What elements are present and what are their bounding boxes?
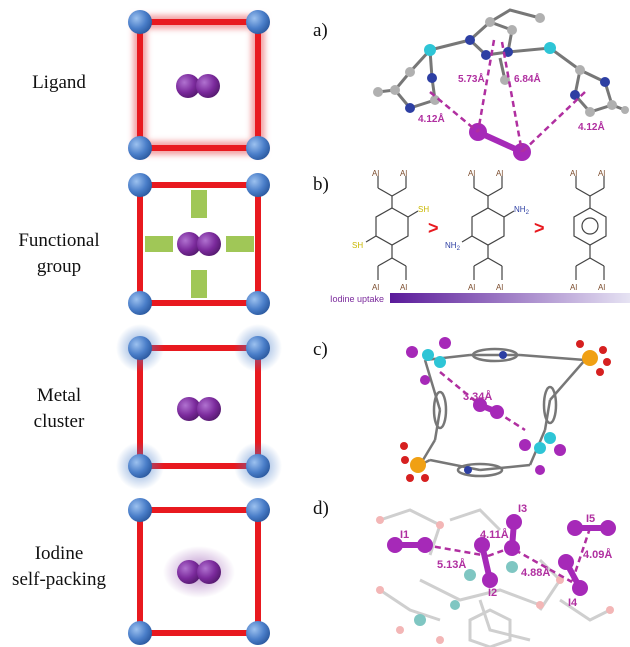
metal-node <box>128 336 152 360</box>
al-label: Al <box>570 169 577 178</box>
al-label: Al <box>372 169 379 178</box>
metal-node <box>246 136 270 160</box>
label-line: Ligand <box>32 72 86 93</box>
distance-label: 4.09Å <box>583 548 612 561</box>
sh-label: SH <box>418 205 429 214</box>
distance-label: 5.73Å <box>458 72 485 85</box>
nh2-label: NH2 <box>514 205 530 216</box>
greater-than-sign: > <box>428 218 439 238</box>
row-label-functional-group: Functional group <box>0 228 118 280</box>
iodine-label-i2: I2 <box>488 587 497 599</box>
metal-node <box>128 291 152 315</box>
iodine-label-i1: I1 <box>400 529 409 541</box>
distance-label: 4.11Å <box>480 528 509 541</box>
al-label: Al <box>468 169 475 178</box>
metal-node <box>128 621 152 645</box>
al-label: Al <box>400 283 407 292</box>
label-line: group <box>36 256 82 277</box>
iodine-atom <box>177 232 201 256</box>
al-label: Al <box>372 283 379 292</box>
iodine-atom <box>197 232 221 256</box>
metal-node <box>246 454 270 478</box>
distance-label: 4.12Å <box>578 120 605 133</box>
al-label: Al <box>496 169 503 178</box>
metal-node <box>128 454 152 478</box>
label-line: Functional <box>18 230 100 251</box>
metal-node <box>128 10 152 34</box>
distance-label: 5.13Å <box>437 558 466 571</box>
schematic-metal-cluster <box>116 324 282 490</box>
iodine-uptake-label: Iodine uptake <box>330 294 384 304</box>
row-label-iodine-self-packing: Iodine self-packing <box>0 541 118 593</box>
panel-letter-c: c) <box>313 339 328 360</box>
iodine-uptake-gradient-bar <box>390 293 630 303</box>
iodine-atom <box>177 560 201 584</box>
metal-node <box>246 10 270 34</box>
distance-label: 4.88Å <box>521 566 550 579</box>
metal-node <box>128 136 152 160</box>
panel-letter-a: a) <box>313 20 328 41</box>
iodine-label-i5: I5 <box>586 513 595 525</box>
metal-node <box>128 173 152 197</box>
iodine-label-i4: I4 <box>568 597 578 609</box>
al-label: Al <box>496 283 503 292</box>
iodine-label-i3: I3 <box>518 503 527 515</box>
row-label-metal-cluster: Metal cluster <box>0 383 118 435</box>
metal-node <box>128 498 152 522</box>
al-label: Al <box>468 283 475 292</box>
distance-label: 6.84Å <box>514 72 541 85</box>
metal-node <box>246 291 270 315</box>
greater-than-sign: > <box>534 218 545 238</box>
metal-node <box>246 173 270 197</box>
distance-label: 3.34Å <box>463 390 492 403</box>
al-label: Al <box>598 283 605 292</box>
metal-node <box>246 621 270 645</box>
metal-node <box>246 498 270 522</box>
sh-label: SH <box>352 241 363 250</box>
al-label: Al <box>570 283 577 292</box>
label-line: cluster <box>33 411 85 432</box>
metal-node <box>246 336 270 360</box>
label-line: Iodine <box>34 543 84 564</box>
iodine-atom <box>196 74 220 98</box>
panel-letter-b: b) <box>313 174 329 195</box>
distance-label: 4.12Å <box>418 112 445 125</box>
al-label: Al <box>598 169 605 178</box>
panel-letter-d: d) <box>313 498 329 519</box>
schematic-functional-group <box>128 173 270 315</box>
label-line: self-packing <box>12 569 106 590</box>
iodine-atom <box>197 560 221 584</box>
iodine-atom <box>197 397 221 421</box>
iodine-atom <box>177 397 201 421</box>
row-label-ligand: Ligand <box>0 70 118 96</box>
label-line: Metal <box>36 385 82 406</box>
nh2-label: NH2 <box>445 241 461 252</box>
schematic-ligand <box>128 10 270 160</box>
al-label: Al <box>400 169 407 178</box>
iodine-atom <box>176 74 200 98</box>
schematic-iodine-self-packing <box>128 498 270 645</box>
